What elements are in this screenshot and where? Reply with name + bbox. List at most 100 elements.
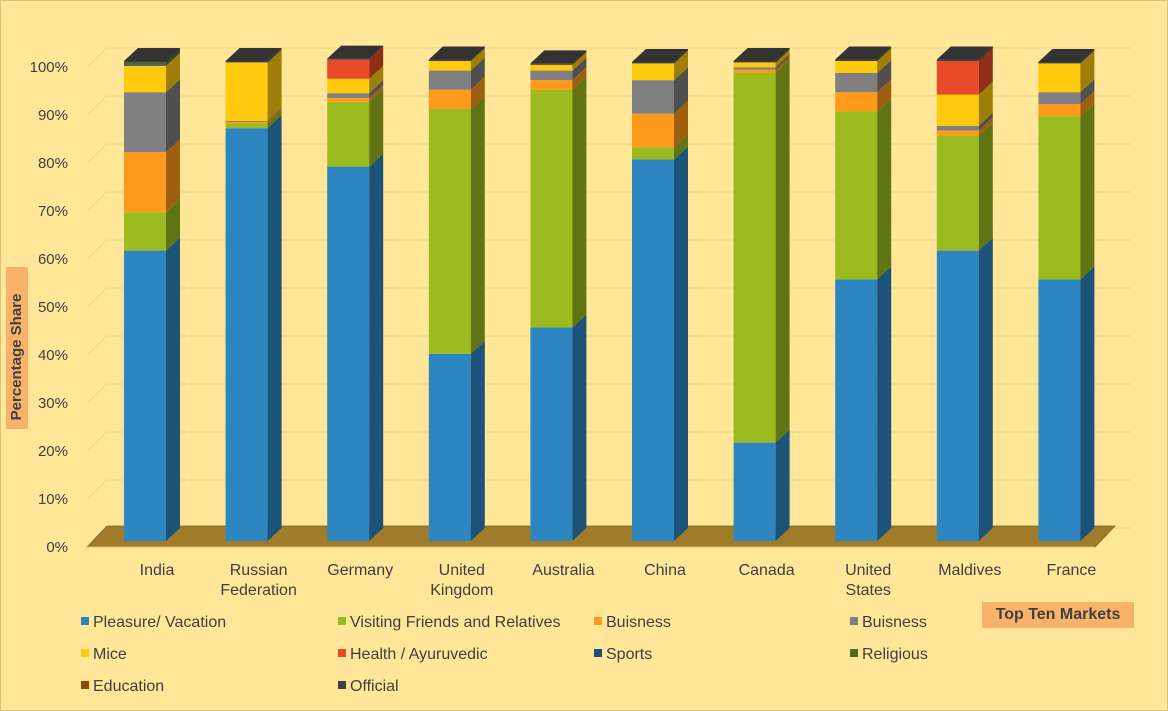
bar-top — [225, 48, 282, 61]
bar-top — [1038, 48, 1095, 62]
bar-segment — [124, 61, 166, 63]
bar-segment — [428, 89, 471, 109]
bar-segment — [327, 78, 370, 94]
bar-segment-side — [674, 48, 688, 64]
gridline — [86, 431, 1131, 452]
bar-segment — [327, 101, 370, 167]
bar-segment — [1038, 61, 1081, 64]
x-axis-title: Top Ten Markets — [982, 602, 1134, 628]
bar-segment-side — [369, 80, 384, 98]
legend-item: Visiting Friends and Relatives — [338, 614, 560, 631]
bar-segment — [428, 59, 471, 61]
bar-segment-side — [369, 153, 384, 541]
bar-stack — [225, 48, 282, 541]
bar-segment-side — [978, 117, 993, 136]
bar-segment — [632, 147, 674, 160]
legend-item: Education — [81, 678, 164, 695]
bar-segment-side — [1080, 266, 1095, 541]
gridline — [86, 287, 1131, 308]
bar-segment — [733, 73, 776, 443]
bar-segment — [1038, 92, 1081, 105]
bar-segment — [530, 63, 573, 65]
bar-segment-side — [166, 139, 180, 213]
bar-segment — [225, 123, 268, 129]
legend-item: Mice — [81, 646, 127, 663]
bar-segment — [632, 113, 674, 148]
y-axis-ticks: 0% 10% 20% 30% 40% 50% 60% 70% 80% 90% 100% — [30, 59, 68, 556]
bar-segment-side — [470, 96, 485, 354]
legend-label: Buisness — [606, 614, 671, 631]
bar-top — [936, 46, 993, 60]
bar-top — [835, 46, 892, 60]
bar-segment-side — [775, 49, 790, 68]
legend-item: Official — [338, 678, 399, 695]
bar-segment-side — [775, 429, 790, 541]
gridline — [86, 383, 1131, 404]
bar-segment — [835, 92, 878, 112]
category-label: China — [644, 562, 686, 579]
bar-segment — [530, 327, 573, 541]
bar-segment-side — [775, 56, 790, 73]
bar-segment — [530, 70, 573, 81]
y-tick-label: 70% — [38, 203, 68, 220]
bar-top — [632, 48, 688, 62]
bar-segment — [632, 61, 674, 64]
category-label: Germany — [327, 562, 393, 579]
legend-swatch — [594, 649, 602, 657]
bar-segment — [632, 80, 674, 114]
bar-segment-side — [775, 54, 790, 70]
bar-segment-side — [572, 76, 587, 328]
legend-label: Visiting Friends and Relatives — [350, 614, 560, 631]
y-tick-label: 80% — [38, 155, 68, 172]
legend-swatch — [81, 681, 89, 689]
y-tick-label: 100% — [30, 59, 68, 76]
bar-segment-side — [166, 79, 180, 153]
legend-swatch — [81, 649, 89, 657]
bar-segment — [327, 93, 370, 98]
bar-segment — [428, 109, 471, 354]
bar-segment-side — [674, 146, 688, 541]
legend-swatch — [81, 617, 89, 625]
bar-segment — [733, 62, 776, 68]
bar-segment-side — [369, 45, 384, 60]
bar-segment — [327, 166, 370, 541]
bar-segment — [327, 59, 370, 79]
y-tick-label: 30% — [38, 395, 68, 412]
bar-stack — [632, 48, 688, 541]
category-label: United Kingdom — [430, 562, 493, 599]
bar-stack — [530, 50, 587, 541]
bar-segment — [225, 121, 268, 124]
bar-segment-side — [267, 49, 282, 121]
x-axis-categories: India Russian Federation Germany United Kingd… — [140, 562, 1097, 599]
bar-segment-side — [166, 48, 180, 63]
bar-segment-side — [1080, 91, 1095, 117]
bar-stack — [428, 46, 485, 541]
bar-segment-side — [470, 340, 485, 541]
bar-segment — [835, 61, 878, 73]
legend-label: Religious — [862, 646, 928, 663]
bar-segment-side — [267, 115, 282, 541]
bar-segment — [530, 64, 573, 71]
bar-segment-side — [1080, 103, 1095, 280]
gridline — [86, 143, 1131, 164]
bar-segment — [632, 63, 674, 81]
bar-segment-side — [877, 48, 892, 73]
legend-label: Mice — [93, 646, 127, 663]
bar-segment-side — [877, 79, 892, 112]
y-axis-title: Percentage Share — [8, 293, 25, 421]
bar-segment-side — [572, 57, 587, 81]
category-label: Maldives — [938, 562, 1001, 579]
bar-segment-side — [267, 108, 282, 122]
bar-stack — [936, 46, 993, 541]
bar-segment — [428, 353, 471, 541]
y-tick-label: 50% — [38, 299, 68, 316]
legend-item: Sports — [594, 646, 652, 663]
bar-segment-side — [1080, 50, 1095, 93]
bar-segment — [530, 89, 573, 328]
bar-segment — [124, 92, 166, 153]
bar-segment-side — [166, 49, 180, 65]
bar-stack — [733, 48, 790, 541]
bar-segment-side — [877, 266, 892, 541]
legend-label: Sports — [606, 646, 652, 663]
bar-segment — [1038, 279, 1081, 541]
